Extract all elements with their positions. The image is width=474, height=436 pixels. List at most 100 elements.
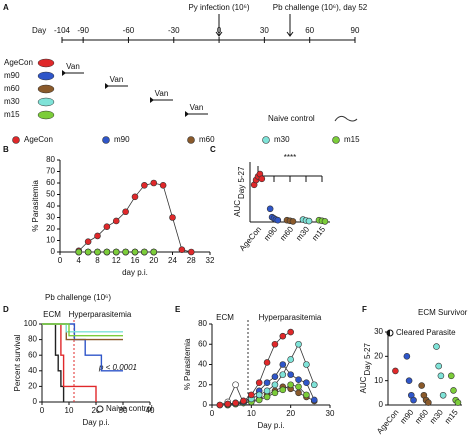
legend-marker: [187, 136, 195, 144]
van-label: Van: [66, 62, 80, 71]
x-tick-label: 40: [146, 406, 155, 415]
timeline-tick-label: -104: [54, 26, 71, 35]
point: [287, 356, 294, 363]
x-tick-label: 0: [210, 409, 215, 418]
y-tick-label: 20: [28, 382, 37, 391]
y-tick-label: 30: [374, 327, 383, 336]
y-tick-label: 40: [28, 366, 37, 375]
point: [271, 373, 279, 380]
point: [75, 248, 83, 256]
point: [103, 223, 111, 230]
panel-label: D: [3, 305, 9, 314]
y-tick-label: 60: [198, 339, 207, 348]
mouse-icon: [37, 97, 55, 107]
panel-label: B: [3, 145, 9, 154]
series-line: [219, 331, 291, 406]
point: [84, 248, 92, 256]
point: [84, 238, 92, 245]
point: [240, 397, 247, 405]
van-label: Van: [155, 89, 169, 98]
timeline-tick-label: 60: [305, 26, 314, 35]
point: [271, 381, 279, 389]
group-label: m15: [4, 110, 20, 119]
point: [169, 214, 176, 221]
point: [454, 399, 462, 406]
legend-label: m60: [199, 135, 215, 144]
y-tick-label: 0: [51, 247, 56, 256]
x-tick-label: 32: [206, 256, 215, 265]
point: [433, 343, 440, 350]
y-axis-label: % Parasitemia: [183, 338, 192, 390]
x-axis-label: Day p.i.: [257, 421, 284, 430]
y-axis-label: AUC: [359, 376, 368, 393]
point: [255, 379, 263, 387]
y-tick-label: 20: [198, 380, 207, 389]
y-tick-label: 10: [374, 376, 383, 385]
point: [112, 248, 120, 256]
point: [310, 396, 318, 404]
point: [403, 353, 411, 360]
point: [287, 381, 294, 389]
y-axis-label-sub: Day 5-27: [363, 342, 372, 375]
timeline-tick-label: 30: [260, 26, 269, 35]
point: [287, 328, 294, 336]
y-axis-label: % Parasitemia: [31, 180, 40, 232]
point: [425, 399, 432, 406]
note-marker-half: [387, 330, 390, 336]
point: [295, 376, 302, 383]
y-tick-label: 60: [46, 178, 55, 187]
point: [418, 382, 425, 389]
point: [131, 248, 139, 256]
y-tick-label: 30: [46, 213, 55, 222]
x-tick-label: 16: [131, 256, 140, 265]
region-label: ECM: [43, 310, 61, 319]
x-axis-label: day p.i.: [122, 268, 148, 277]
mouse-icon: [37, 84, 55, 94]
x-axis-label: Day p.i.: [82, 418, 109, 427]
y-tick-label: 20: [374, 351, 383, 360]
y-tick-label: 20: [46, 224, 55, 233]
point: [295, 383, 302, 391]
mouse-icon: [37, 58, 55, 68]
van-label: Van: [110, 75, 124, 84]
y-tick-label: 10: [46, 236, 55, 245]
region-label: ECM: [216, 313, 234, 322]
point: [94, 232, 101, 240]
point: [263, 379, 271, 387]
point: [248, 391, 255, 399]
x-tick-label: 20: [149, 256, 158, 265]
point: [410, 396, 417, 404]
x-tick-label: 10: [65, 406, 74, 415]
y-tick-label: 60: [28, 350, 37, 359]
chart-title: ECM Survivor: [418, 308, 468, 317]
note: Cleared Parasite: [396, 328, 456, 337]
point: [150, 179, 158, 187]
point: [258, 175, 266, 183]
x-tick-label: 20: [286, 409, 295, 418]
legend-marker: [332, 136, 340, 144]
timeline-label: Day: [32, 26, 46, 35]
region-label: Hyperparasitemia: [259, 313, 322, 322]
point: [187, 248, 195, 256]
point: [232, 399, 239, 407]
significance-bracket: [257, 166, 323, 182]
y-tick-label: 0: [33, 397, 38, 406]
y-tick-label: 100: [24, 319, 38, 328]
chart-title: Pb challenge (10⁶): [45, 293, 111, 302]
x-tick-label: 28: [187, 256, 196, 265]
x-tick-label: 30: [326, 409, 335, 418]
van-start: [185, 111, 189, 117]
event-label: Py infection (10⁶): [188, 3, 249, 12]
arrow-head: [215, 31, 223, 37]
point: [122, 248, 129, 256]
x-tick-label: 0: [58, 256, 63, 265]
point: [232, 381, 239, 389]
x-tick-label: 4: [77, 256, 82, 265]
y-tick-label: 0: [379, 400, 384, 409]
legend-label: m30: [274, 135, 290, 144]
y-tick-label: 40: [46, 201, 55, 210]
y-tick-label: 70: [46, 167, 55, 176]
point: [131, 193, 139, 201]
point: [405, 377, 413, 384]
